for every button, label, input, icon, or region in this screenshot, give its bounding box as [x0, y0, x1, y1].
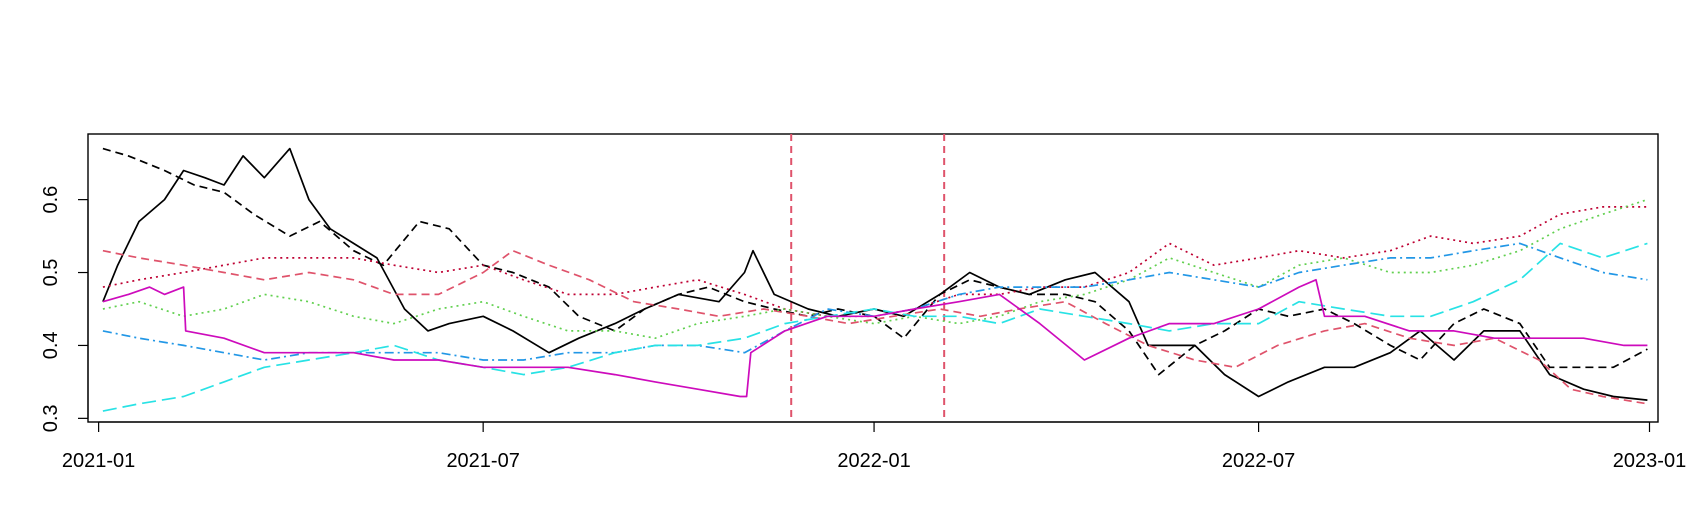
- reference-lines: [790, 134, 946, 422]
- x-tick-label: 2021-07: [446, 450, 519, 472]
- x-tick-label: 2023-01: [1613, 450, 1686, 472]
- series-lines: [102, 147, 1648, 412]
- series-line-1: [102, 147, 1648, 401]
- series-line-4: [102, 249, 1648, 405]
- series-line-2: [102, 147, 1648, 376]
- x-tick-label: 2022-07: [1222, 450, 1295, 472]
- x-axis: 2021-01 2021-07 2022-01 2022-07 2023-01: [62, 421, 1686, 472]
- series-line-6: [102, 242, 1648, 361]
- x-tick-label: 2022-01: [837, 450, 910, 472]
- series-line-5: [102, 198, 1648, 340]
- series-line-8: [102, 278, 1648, 398]
- y-tick-label: 0.6: [40, 186, 62, 214]
- y-tick-label: 0.3: [40, 404, 62, 432]
- y-tick-label: 0.5: [40, 259, 62, 287]
- y-axis: 0.3 0.4 0.5 0.6: [40, 186, 89, 432]
- plot-frame: [87, 133, 1659, 423]
- x-tick-label: 2021-01: [62, 450, 135, 472]
- y-tick-label: 0.4: [40, 331, 62, 359]
- series-line-3: [102, 206, 1648, 318]
- series-line-7: [102, 242, 1648, 412]
